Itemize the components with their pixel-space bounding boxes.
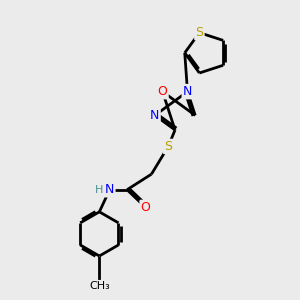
Text: O: O (158, 85, 167, 98)
Text: S: S (195, 26, 203, 39)
Text: N: N (150, 109, 160, 122)
Text: S: S (164, 140, 172, 153)
Text: CH₃: CH₃ (89, 281, 110, 291)
Text: N: N (183, 85, 192, 98)
Text: H: H (95, 185, 103, 195)
Text: N: N (105, 183, 114, 196)
Text: O: O (141, 201, 151, 214)
